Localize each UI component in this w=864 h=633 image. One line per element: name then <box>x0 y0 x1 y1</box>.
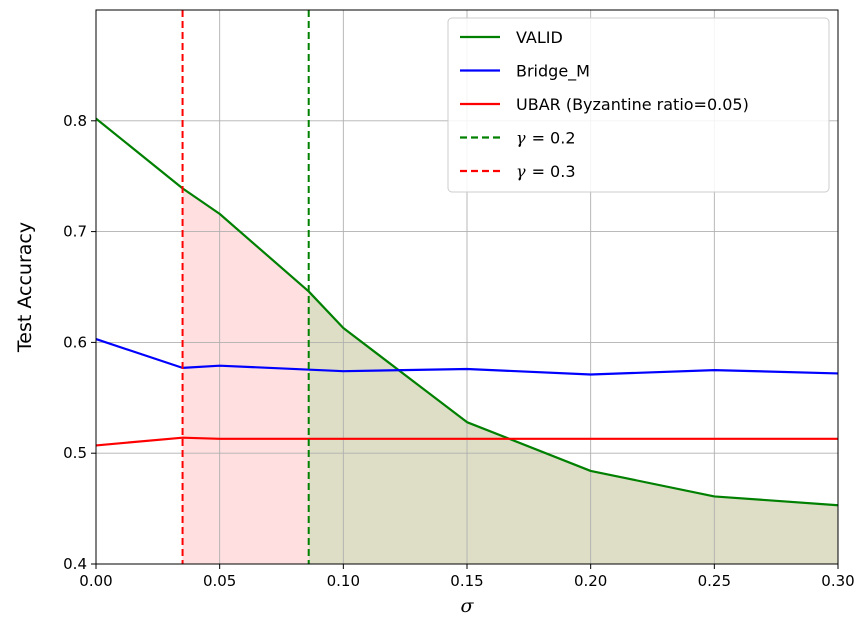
x-tick-label: 0.00 <box>79 572 112 590</box>
x-tick-label: 0.30 <box>821 572 854 590</box>
series-line-ubar <box>96 436 838 447</box>
legend-label-gamma-03: γ = 0.3 <box>516 162 576 181</box>
legend: VALID Bridge_M UBAR (Byzantine ratio=0.05)… <box>447 17 830 193</box>
legend-gamma-value: = 0.2 <box>532 129 576 148</box>
legend-gamma-symbol: γ <box>516 129 526 148</box>
shaded-region-2 <box>308 291 838 564</box>
legend-gamma-value: = 0.3 <box>532 162 576 181</box>
x-tick-label: 0.10 <box>327 572 360 590</box>
y-tick-label: 0.4 <box>63 555 87 573</box>
legend-gamma-symbol: γ <box>516 162 526 181</box>
y-tick-label: 0.5 <box>63 444 87 462</box>
legend-label-series-ubar: UBAR (Byzantine ratio=0.05) <box>516 95 749 114</box>
legend-label-gamma-02: γ = 0.2 <box>516 129 576 148</box>
series-line-valid <box>96 117 838 507</box>
x-tick-label: 0.05 <box>203 572 236 590</box>
legend-label-series-valid: VALID <box>516 28 563 47</box>
y-axis-label: Test Accuracy <box>14 222 36 353</box>
x-tick-label: 0.20 <box>574 572 607 590</box>
legend-box <box>447 17 830 193</box>
series-line-bridge-m <box>96 338 838 376</box>
y-tick-label: 0.8 <box>63 112 87 130</box>
y-tick-label: 0.7 <box>63 223 87 241</box>
legend-label-series-bridge-m: Bridge_M <box>516 62 590 82</box>
y-tick-label: 0.6 <box>63 333 87 351</box>
plot-area <box>96 10 838 564</box>
shaded-region-1 <box>182 188 309 564</box>
x-tick-label: 0.15 <box>450 572 483 590</box>
x-tick-label: 0.25 <box>698 572 731 590</box>
x-axis-label: σ <box>461 595 475 617</box>
